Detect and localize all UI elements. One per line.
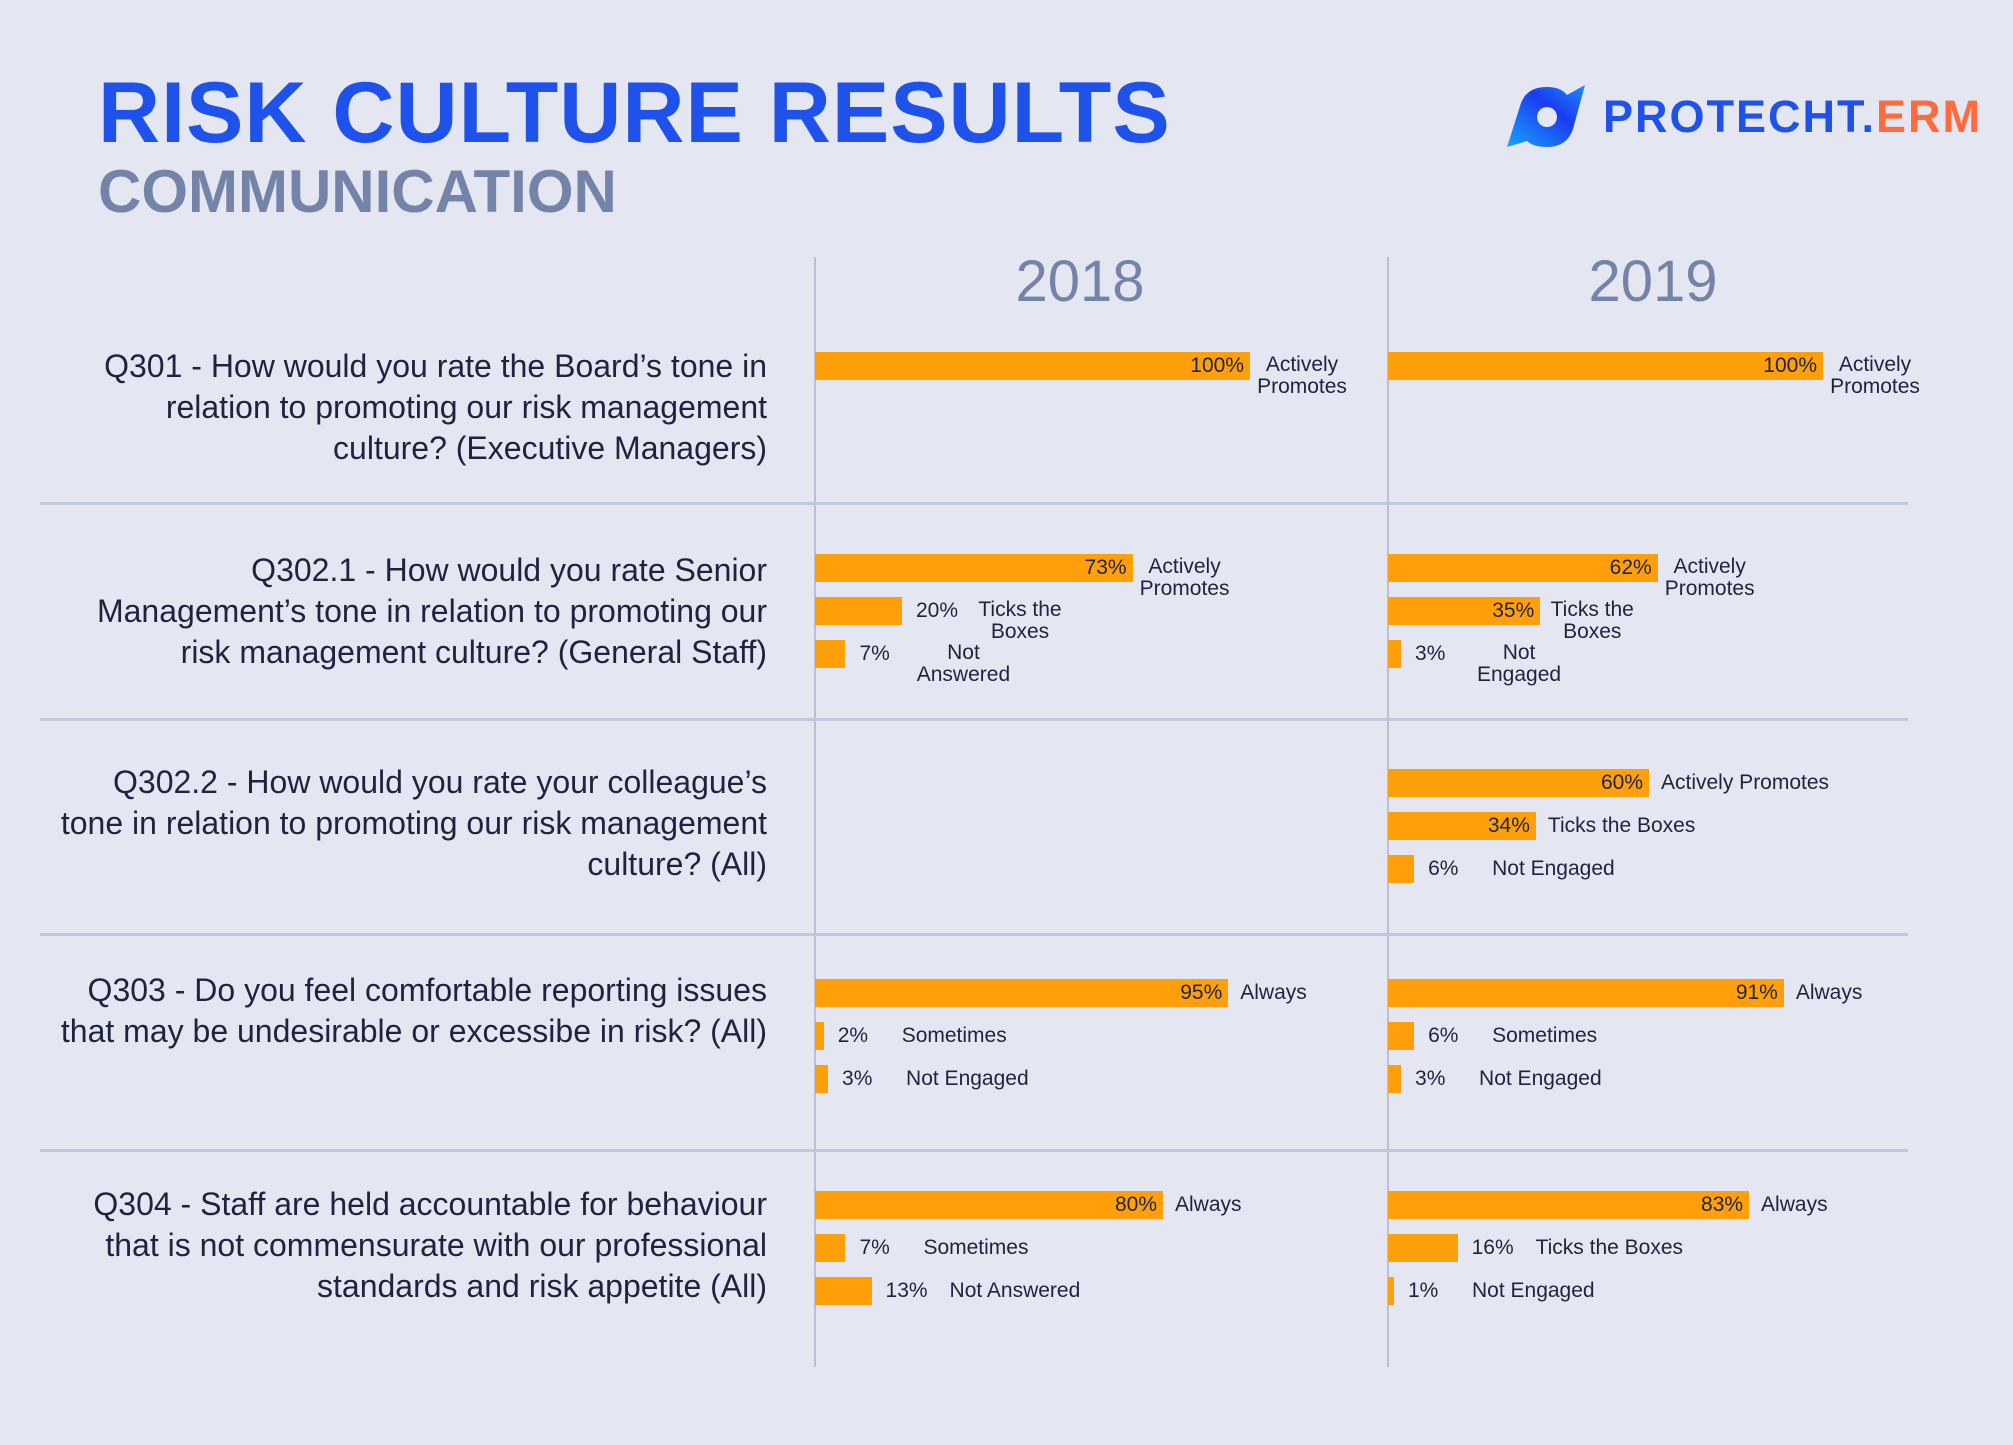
- bar-value-label: 7%: [859, 642, 890, 665]
- bar-value-label: 20%: [916, 599, 959, 622]
- bar-category-label: Ticks the Boxes: [978, 598, 1062, 643]
- bar-2018: [815, 1191, 1163, 1219]
- bar-value-label: 83%: [1701, 1193, 1744, 1216]
- bar-category-label: Sometimes: [923, 1236, 1029, 1259]
- bar-category-label: Ticks the Boxes: [1535, 1236, 1684, 1259]
- year-2018-header: 2018: [1015, 249, 1145, 314]
- bar-value-label: 100%: [1190, 354, 1244, 377]
- bar-category-label: Actively Promotes: [1664, 555, 1755, 600]
- bar-category-label: Not Answered: [916, 641, 1011, 686]
- bar-2019: [1388, 855, 1415, 883]
- bar-category-label: Not Engaged: [906, 1067, 1029, 1090]
- bar-2018: [815, 1065, 829, 1093]
- bar-category-label: Not Engaged: [1492, 857, 1615, 880]
- bar-value-label: 80%: [1114, 1193, 1157, 1216]
- bar-value-label: 2%: [837, 1024, 869, 1047]
- bar-value-label: 16%: [1471, 1236, 1514, 1259]
- bar-2019: [1388, 554, 1658, 582]
- row-divider: [40, 933, 1908, 936]
- question-text: Q302.1 - How would you rate Senior Manag…: [96, 552, 767, 670]
- bar-category-label: Ticks the Boxes: [1550, 598, 1634, 643]
- bar-value-label: 13%: [885, 1279, 928, 1302]
- page-subtitle: COMMUNICATION: [98, 158, 617, 225]
- bar-value-label: 62%: [1609, 556, 1652, 579]
- bar-2019: [1388, 979, 1784, 1007]
- row-divider: [40, 502, 1908, 505]
- bar-value-label: 6%: [1428, 1024, 1459, 1047]
- bar-category-label: Not Answered: [949, 1279, 1081, 1302]
- bar-value-label: 3%: [1415, 642, 1446, 665]
- bar-2018: [815, 1277, 872, 1305]
- bar-value-label: 73%: [1084, 556, 1127, 579]
- bar-category-label: Not Engaged: [1479, 1067, 1602, 1090]
- bar-2019: [1388, 812, 1536, 840]
- question-text: Q303 - Do you feel comfortable reporting…: [60, 972, 767, 1049]
- logo-text: PROTECHT.ERM: [1603, 91, 1982, 143]
- bar-2018: [815, 352, 1250, 380]
- bar-2018: [815, 597, 902, 625]
- bar-category-label: Sometimes: [1492, 1024, 1598, 1047]
- bar-category-label: Always: [1175, 1193, 1242, 1216]
- bar-category-label: Not Engaged: [1477, 641, 1562, 686]
- bar-category-label: Actively Promotes: [1830, 353, 1920, 398]
- protecht-logo-icon: [1507, 85, 1585, 147]
- column-divider-2018: [814, 257, 816, 1367]
- bar-2019: [1388, 1065, 1402, 1093]
- bar-category-label: Actively Promotes: [1257, 353, 1347, 398]
- bar-category-label: Ticks the Boxes: [1547, 814, 1696, 837]
- bar-value-label: 34%: [1487, 814, 1530, 837]
- bar-category-label: Sometimes: [901, 1024, 1007, 1047]
- question-text: Q304 - Staff are held accountable for be…: [93, 1186, 767, 1304]
- bar-value-label: 7%: [859, 1236, 890, 1259]
- bar-value-label: 95%: [1180, 981, 1223, 1004]
- bar-category-label: Always: [1240, 981, 1307, 1004]
- bar-category-label: Not Engaged: [1472, 1279, 1595, 1302]
- protecht-logo: PROTECHT.ERM: [1505, 85, 1982, 149]
- logo-brand: PROTECHT.: [1603, 91, 1877, 142]
- year-2019-header: 2019: [1588, 249, 1718, 314]
- bar-2019: [1388, 352, 1823, 380]
- question-text: Q302.2 - How would you rate your colleag…: [60, 764, 767, 882]
- bar-value-label: 3%: [842, 1067, 873, 1090]
- bar-value-label: 60%: [1600, 771, 1643, 794]
- bar-category-label: Actively Promotes: [1661, 771, 1830, 794]
- bar-2019: [1388, 1022, 1415, 1050]
- bar-2019: [1388, 1234, 1458, 1262]
- row-divider: [40, 718, 1908, 721]
- bar-value-label: 91%: [1735, 981, 1778, 1004]
- bar-value-label: 3%: [1415, 1067, 1446, 1090]
- page-title: RISK CULTURE RESULTS: [98, 65, 1171, 161]
- bar-value-label: 35%: [1492, 599, 1535, 622]
- bar-2018: [815, 1022, 824, 1050]
- bar-2018: [815, 979, 1229, 1007]
- bar-category-label: Always: [1761, 1193, 1828, 1216]
- question-text: Q301 - How would you rate the Board’s to…: [104, 348, 767, 466]
- bar-value-label: 6%: [1428, 857, 1459, 880]
- bar-2019: [1388, 1191, 1750, 1219]
- bar-value-label: 100%: [1763, 354, 1817, 377]
- bar-2019: [1388, 597, 1541, 625]
- bar-2018: [815, 554, 1133, 582]
- bar-2018: [815, 1234, 846, 1262]
- bar-2019: [1388, 640, 1402, 668]
- bar-category-label: Actively Promotes: [1139, 555, 1230, 600]
- row-divider: [40, 1149, 1908, 1152]
- bar-2018: [815, 640, 846, 668]
- logo-suffix: ERM: [1876, 91, 1983, 142]
- bar-2019: [1388, 1277, 1394, 1305]
- bar-category-label: Always: [1795, 981, 1863, 1004]
- bar-value-label: 1%: [1408, 1279, 1439, 1302]
- bar-2019: [1388, 769, 1649, 797]
